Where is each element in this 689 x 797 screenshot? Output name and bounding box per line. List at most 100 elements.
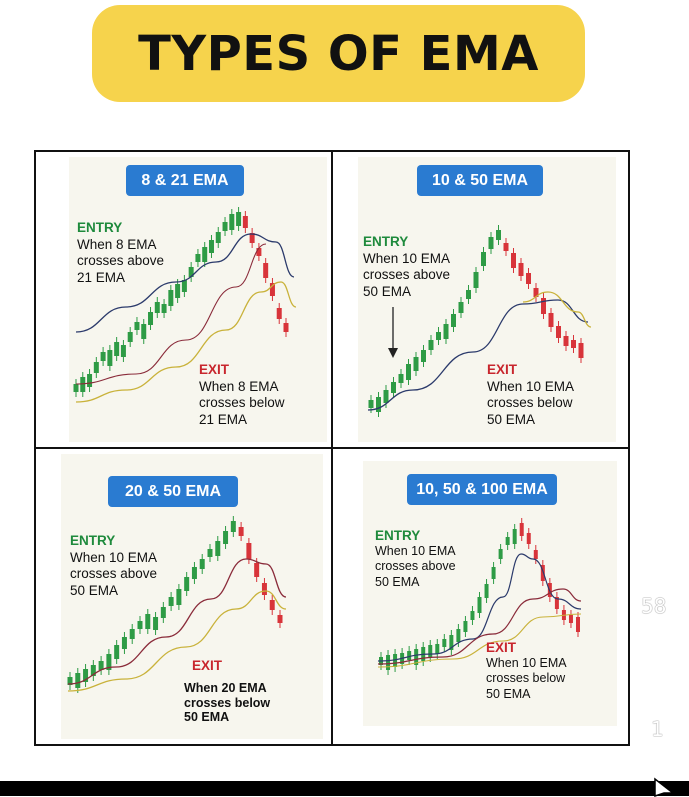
candle bbox=[533, 550, 538, 559]
candle bbox=[519, 523, 524, 536]
candle bbox=[563, 336, 569, 346]
candle bbox=[393, 654, 398, 667]
candle bbox=[145, 614, 151, 629]
bottom-bar bbox=[0, 781, 689, 796]
candle bbox=[406, 364, 411, 380]
ema-100-line bbox=[377, 613, 582, 668]
candle bbox=[451, 314, 456, 327]
candle bbox=[407, 651, 412, 660]
candle bbox=[141, 324, 147, 339]
candle bbox=[428, 340, 434, 350]
candle bbox=[207, 549, 213, 557]
candle bbox=[120, 345, 126, 357]
candle bbox=[548, 313, 554, 327]
candle bbox=[154, 302, 160, 313]
candle bbox=[93, 362, 99, 373]
candle bbox=[75, 673, 81, 688]
ema-50-line bbox=[377, 588, 582, 665]
candle bbox=[222, 222, 228, 231]
candle bbox=[466, 290, 471, 299]
candle bbox=[449, 635, 454, 650]
candle bbox=[256, 248, 262, 256]
title-banner: TYPES OF EMA bbox=[92, 5, 585, 102]
candle bbox=[223, 531, 229, 544]
exit-text: EXIT When 8 EMA crosses below 21 EMA bbox=[199, 362, 285, 427]
candle bbox=[518, 263, 524, 276]
candle bbox=[576, 617, 580, 632]
candle bbox=[199, 559, 205, 569]
ema-21-line bbox=[75, 281, 297, 403]
entry-text: ENTRY When 10 EMA crosses above 50 EMA bbox=[375, 528, 456, 589]
candle bbox=[443, 324, 449, 339]
candlestick-chart bbox=[377, 518, 582, 675]
candle bbox=[127, 332, 133, 342]
candle bbox=[484, 584, 489, 598]
candle bbox=[512, 529, 517, 544]
candle bbox=[230, 521, 236, 532]
panel-badge: 10, 50 & 100 EMA bbox=[407, 474, 557, 505]
candle bbox=[100, 352, 106, 361]
candle bbox=[269, 600, 275, 610]
candle bbox=[428, 645, 433, 657]
candle bbox=[568, 615, 573, 623]
candle bbox=[168, 597, 174, 606]
candle bbox=[114, 645, 120, 659]
candlestick-chart bbox=[367, 225, 592, 417]
ema-8-line bbox=[75, 233, 295, 333]
candle bbox=[195, 254, 201, 262]
candle bbox=[435, 644, 440, 654]
candle bbox=[413, 357, 419, 371]
candle bbox=[458, 302, 464, 313]
candle bbox=[368, 400, 374, 408]
candle bbox=[238, 527, 244, 536]
candle bbox=[67, 677, 73, 685]
candle bbox=[503, 243, 509, 251]
panel-8-21-ema: 8 & 21 EMA ENTRY When 8 EMA crosses abov… bbox=[36, 152, 331, 447]
candle bbox=[463, 621, 468, 632]
candlestick-chart bbox=[73, 207, 297, 403]
candle bbox=[421, 350, 426, 362]
candle bbox=[202, 247, 208, 262]
candle bbox=[107, 350, 113, 366]
candle bbox=[511, 253, 516, 268]
candle bbox=[526, 273, 531, 284]
like-count[interactable]: 58 bbox=[641, 594, 667, 618]
panel-20-50-ema: 20 & 50 EMA ENTRY When 10 EMA crosses ab… bbox=[36, 449, 331, 744]
candle bbox=[540, 565, 545, 581]
candle bbox=[556, 326, 561, 338]
candle bbox=[90, 665, 96, 676]
candle bbox=[236, 212, 242, 226]
candle bbox=[249, 233, 255, 243]
candle bbox=[153, 617, 159, 630]
exit-heading: EXIT bbox=[192, 658, 223, 673]
entry-text: ENTRY When 10 EMA crosses above 50 EMA bbox=[363, 234, 451, 299]
grid-divider-horizontal bbox=[34, 447, 630, 449]
candle bbox=[386, 655, 391, 670]
candle bbox=[263, 263, 269, 278]
candle bbox=[505, 537, 510, 545]
ema-50-line bbox=[67, 590, 287, 692]
candle bbox=[191, 567, 197, 579]
candle bbox=[554, 597, 559, 609]
candle bbox=[161, 304, 167, 313]
candle bbox=[481, 252, 486, 266]
ema-accent-line bbox=[75, 243, 267, 385]
candle bbox=[442, 639, 447, 647]
panel-10-50-ema: 10 & 50 EMA ENTRY When 10 EMA crosses ab… bbox=[333, 152, 628, 447]
candle bbox=[456, 629, 461, 642]
candle bbox=[533, 288, 539, 297]
candle bbox=[121, 637, 127, 649]
candle bbox=[137, 621, 143, 629]
candle bbox=[87, 374, 93, 387]
candle bbox=[181, 280, 187, 292]
panel-badge: 10 & 50 EMA bbox=[417, 165, 543, 196]
candle bbox=[283, 323, 289, 332]
candle bbox=[80, 377, 86, 392]
candle bbox=[114, 342, 120, 356]
ema-50-line bbox=[522, 291, 592, 328]
exit-text: EXIT When 10 EMA crosses below 50 EMA bbox=[486, 640, 567, 701]
candle bbox=[175, 284, 181, 298]
candle bbox=[488, 237, 494, 249]
candle bbox=[246, 543, 252, 559]
comment-count[interactable]: 1 bbox=[651, 717, 664, 741]
